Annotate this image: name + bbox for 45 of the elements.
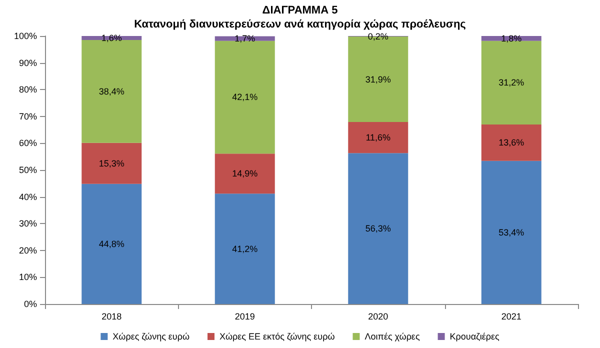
y-tick-label: 50% [18, 165, 37, 175]
chart-title: ΔΙΑΓΡΑΜΜΑ 5 [262, 4, 338, 16]
data-label: 1,7% [234, 34, 256, 44]
legend-label: Χώρες ζώνης ευρώ [112, 332, 190, 342]
y-tick-label: 30% [18, 218, 37, 229]
y-tick-label: 10% [18, 272, 37, 282]
data-label: 1,6% [101, 33, 122, 44]
legend-label: Χώρες ΕΕ εκτός ζώνης ευρώ [219, 332, 335, 342]
data-label: 14,9% [232, 168, 258, 179]
bar [348, 122, 408, 154]
bar [82, 184, 142, 304]
bar [481, 160, 542, 304]
bar [214, 154, 275, 194]
data-label: 56,3% [365, 224, 391, 234]
data-label: 38,4% [98, 86, 124, 96]
data-label: 53,4% [498, 227, 524, 238]
bar [82, 40, 142, 143]
x-tick-label: 2020 [368, 312, 388, 322]
y-tick-label: 40% [18, 192, 37, 202]
data-label: 1,8% [501, 33, 522, 44]
bar [481, 124, 542, 161]
data-label: 41,2% [232, 244, 258, 254]
data-label: 44,8% [98, 238, 124, 249]
bar [82, 142, 142, 184]
chart-subtitle: Κατανομή διανυκτερεύσεων ανά κατηγορία χώρας προέλευσης [134, 18, 466, 30]
legend-label: Λοιπές χώρες [364, 332, 420, 342]
y-tick-label: 20% [18, 245, 37, 256]
x-tick-label: 2018 [102, 312, 122, 322]
data-label: 13,6% [498, 138, 524, 148]
data-label: 42,1% [232, 92, 258, 102]
x-tick-label: 2021 [501, 312, 522, 322]
y-tick-label: 60% [18, 138, 37, 148]
data-label: 31,9% [365, 74, 391, 84]
bar [348, 153, 408, 304]
y-tick-label: 70% [18, 111, 37, 122]
y-tick-label: 80% [18, 84, 37, 95]
data-label: 15,3% [98, 158, 124, 168]
y-tick-label: 100% [14, 31, 37, 41]
y-tick-label: 90% [18, 58, 37, 68]
legend-label: Κρουαζιέρες [450, 332, 500, 342]
bar [214, 194, 275, 304]
y-tick-label: 0% [24, 299, 37, 309]
x-tick-label: 2019 [234, 312, 255, 322]
data-label: 11,6% [366, 132, 391, 143]
data-label: 31,2% [498, 78, 524, 88]
